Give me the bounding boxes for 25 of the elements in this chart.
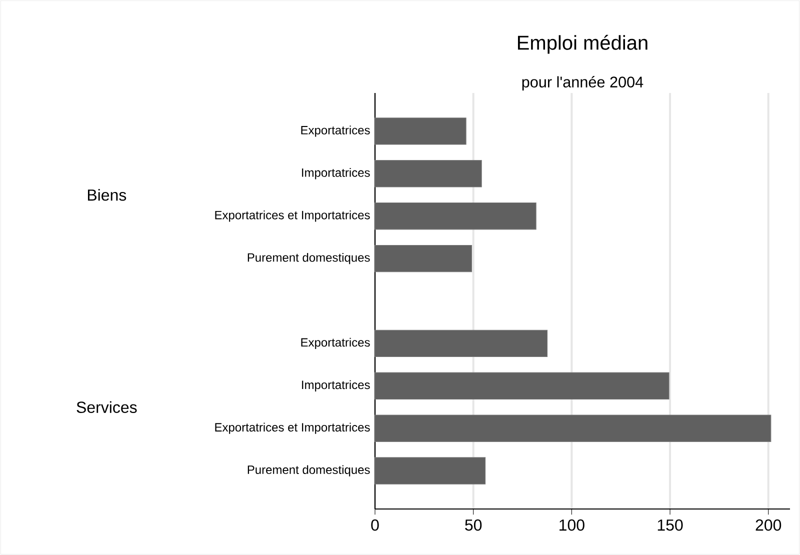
y-tick-label: Importatrices bbox=[302, 380, 370, 392]
text: Biens bbox=[88, 188, 126, 201]
y-tick-label: Exportatrices et Importatrices bbox=[215, 210, 370, 222]
x-tick-label: 200 bbox=[756, 519, 782, 531]
text: Services bbox=[76, 401, 137, 413]
x-tick-label: 50 bbox=[465, 519, 482, 531]
y-tick-label: Purement domestiques bbox=[248, 252, 370, 264]
bar bbox=[374, 160, 482, 188]
y-tick-label: Exportatrices bbox=[301, 126, 370, 137]
x-tick-label: 100 bbox=[560, 519, 584, 531]
y-tick-label: Purement domestiques bbox=[248, 465, 370, 476]
bar bbox=[374, 457, 486, 484]
chart-subtitle: pour l'année 2004 bbox=[522, 76, 644, 90]
x-tick-label: 0 bbox=[371, 519, 379, 531]
y-tick-label: Exportatrices et Importatrices bbox=[215, 422, 370, 434]
y-tick-label: Exportatrices bbox=[301, 338, 370, 350]
x-tick-label: 150 bbox=[658, 519, 683, 531]
bar bbox=[374, 330, 548, 358]
y-tick-label: Importatrices bbox=[302, 168, 370, 180]
bar bbox=[374, 244, 472, 272]
bar bbox=[374, 202, 536, 230]
bar bbox=[374, 372, 670, 400]
chart-title: Emploi médian bbox=[518, 34, 648, 54]
bar bbox=[374, 118, 466, 145]
bar bbox=[374, 414, 772, 442]
